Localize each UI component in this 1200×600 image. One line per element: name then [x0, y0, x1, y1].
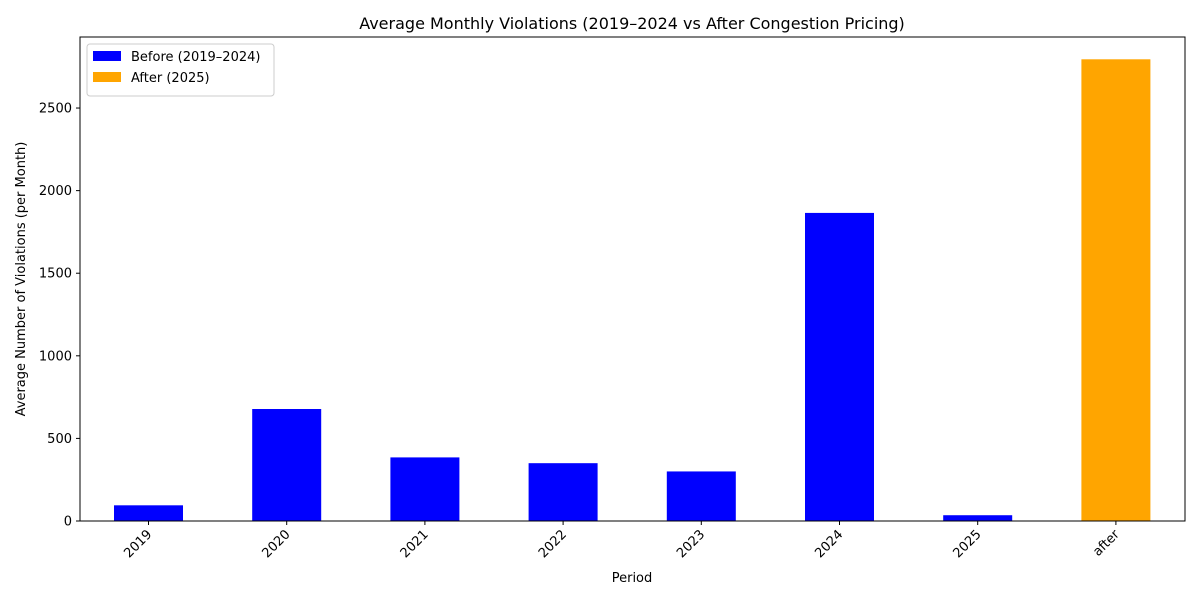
- legend-label-after: After (2025): [131, 71, 210, 86]
- y-tick-label: 0: [64, 515, 72, 530]
- y-tick-label: 1000: [39, 349, 72, 364]
- y-axis: 0 500 1000 1500 2000 2500: [39, 102, 80, 530]
- legend-swatch-before: [93, 51, 121, 61]
- bar-2024: [805, 212, 874, 522]
- y-tick-label: 2500: [39, 102, 72, 117]
- legend-label-before: Before (2019–2024): [131, 50, 260, 65]
- y-axis-label: Average Number of Violations (per Month): [14, 142, 29, 417]
- legend-swatch-after: [93, 72, 121, 82]
- bars-group: [114, 59, 1151, 522]
- bar-2023: [666, 471, 736, 521]
- legend: Before (2019–2024) After (2025): [86, 43, 275, 97]
- bar-2025: [943, 515, 1013, 521]
- y-tick-label: 500: [47, 432, 72, 447]
- plot-frame: [79, 36, 1186, 522]
- bar-2022: [528, 463, 598, 521]
- bar-2021: [390, 457, 460, 521]
- legend-box: [86, 43, 275, 97]
- bar-after: [1081, 59, 1151, 522]
- x-axis-label: Period: [612, 571, 653, 586]
- y-tick-label: 2000: [39, 184, 72, 199]
- bar-2019: [114, 505, 183, 521]
- bar-2020: [252, 409, 322, 521]
- y-tick-label: 1500: [39, 267, 72, 282]
- chart-title: Average Monthly Violations (2019–2024 vs…: [359, 14, 905, 33]
